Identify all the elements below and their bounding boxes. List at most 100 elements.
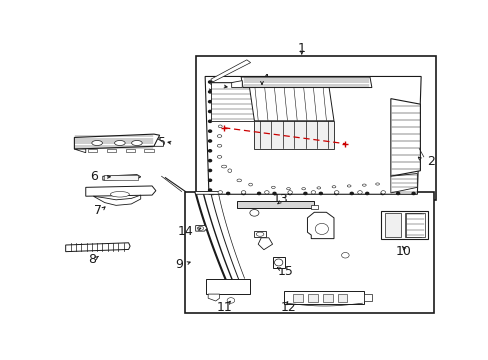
Circle shape bbox=[208, 159, 211, 162]
Polygon shape bbox=[74, 134, 159, 149]
Ellipse shape bbox=[362, 184, 366, 186]
Polygon shape bbox=[74, 149, 85, 153]
Polygon shape bbox=[323, 294, 332, 302]
Circle shape bbox=[211, 192, 214, 194]
Polygon shape bbox=[237, 201, 314, 208]
Text: 1: 1 bbox=[297, 42, 305, 55]
Circle shape bbox=[208, 169, 211, 172]
Polygon shape bbox=[106, 149, 116, 152]
Polygon shape bbox=[205, 279, 249, 294]
Bar bbox=[103, 175, 138, 180]
Ellipse shape bbox=[227, 169, 231, 172]
Ellipse shape bbox=[315, 223, 328, 234]
Circle shape bbox=[208, 130, 211, 132]
Circle shape bbox=[208, 91, 211, 93]
Circle shape bbox=[218, 191, 222, 194]
Ellipse shape bbox=[197, 226, 203, 230]
Polygon shape bbox=[404, 213, 420, 237]
Polygon shape bbox=[254, 121, 333, 149]
Polygon shape bbox=[292, 294, 302, 302]
Polygon shape bbox=[337, 294, 346, 302]
Ellipse shape bbox=[217, 156, 222, 158]
Circle shape bbox=[310, 191, 315, 194]
Circle shape bbox=[208, 81, 211, 83]
Text: 13: 13 bbox=[272, 193, 288, 206]
Text: 2: 2 bbox=[426, 154, 434, 167]
Circle shape bbox=[208, 111, 211, 113]
Polygon shape bbox=[125, 149, 135, 152]
Ellipse shape bbox=[331, 186, 335, 188]
Circle shape bbox=[208, 179, 211, 181]
Circle shape bbox=[365, 192, 368, 194]
Ellipse shape bbox=[92, 140, 102, 145]
Ellipse shape bbox=[217, 144, 222, 147]
Polygon shape bbox=[385, 213, 400, 237]
Text: 6: 6 bbox=[90, 170, 98, 183]
Circle shape bbox=[208, 189, 211, 191]
Ellipse shape bbox=[114, 140, 125, 145]
Polygon shape bbox=[208, 294, 219, 301]
Text: 4: 4 bbox=[261, 73, 268, 86]
Polygon shape bbox=[195, 192, 220, 194]
Polygon shape bbox=[241, 77, 371, 87]
Polygon shape bbox=[272, 257, 284, 268]
Ellipse shape bbox=[221, 165, 226, 168]
Polygon shape bbox=[65, 243, 130, 252]
Polygon shape bbox=[231, 81, 242, 87]
Circle shape bbox=[226, 192, 229, 194]
Polygon shape bbox=[102, 175, 141, 180]
Polygon shape bbox=[87, 149, 97, 152]
Circle shape bbox=[208, 150, 211, 152]
Ellipse shape bbox=[131, 140, 142, 145]
Circle shape bbox=[208, 120, 211, 122]
Ellipse shape bbox=[274, 259, 282, 266]
Bar bbox=[195, 56, 435, 200]
Polygon shape bbox=[311, 204, 317, 209]
Circle shape bbox=[241, 191, 245, 194]
Text: 15: 15 bbox=[277, 265, 293, 278]
Polygon shape bbox=[254, 231, 265, 237]
Polygon shape bbox=[307, 212, 333, 239]
Circle shape bbox=[319, 192, 322, 194]
Circle shape bbox=[357, 191, 362, 194]
Polygon shape bbox=[154, 139, 163, 146]
Polygon shape bbox=[284, 291, 364, 304]
Circle shape bbox=[226, 298, 234, 303]
Text: 12: 12 bbox=[280, 301, 296, 314]
Bar bbox=[185, 192, 433, 312]
Polygon shape bbox=[205, 76, 420, 194]
Polygon shape bbox=[364, 294, 371, 301]
Ellipse shape bbox=[217, 135, 222, 138]
Text: 8: 8 bbox=[88, 253, 96, 266]
Ellipse shape bbox=[316, 187, 320, 189]
Circle shape bbox=[411, 192, 414, 194]
Polygon shape bbox=[93, 195, 141, 205]
Circle shape bbox=[257, 192, 260, 194]
Circle shape bbox=[334, 192, 337, 194]
Polygon shape bbox=[248, 82, 333, 121]
Polygon shape bbox=[210, 82, 254, 121]
Circle shape bbox=[208, 140, 211, 142]
Polygon shape bbox=[85, 186, 156, 196]
Polygon shape bbox=[390, 99, 420, 176]
Circle shape bbox=[334, 191, 338, 194]
Circle shape bbox=[208, 100, 211, 103]
Circle shape bbox=[264, 191, 268, 194]
Circle shape bbox=[380, 191, 385, 194]
Circle shape bbox=[349, 192, 352, 194]
Circle shape bbox=[396, 192, 399, 194]
Text: 3: 3 bbox=[206, 80, 214, 93]
Text: 10: 10 bbox=[395, 245, 411, 258]
Ellipse shape bbox=[256, 232, 264, 236]
Ellipse shape bbox=[248, 183, 252, 186]
Ellipse shape bbox=[286, 188, 290, 190]
Polygon shape bbox=[210, 60, 250, 82]
Ellipse shape bbox=[346, 185, 350, 187]
Ellipse shape bbox=[301, 188, 305, 190]
Text: 14: 14 bbox=[178, 225, 193, 238]
Text: 9: 9 bbox=[175, 258, 183, 271]
Circle shape bbox=[272, 192, 275, 194]
Ellipse shape bbox=[110, 192, 129, 197]
Ellipse shape bbox=[271, 186, 275, 188]
Circle shape bbox=[242, 192, 244, 194]
